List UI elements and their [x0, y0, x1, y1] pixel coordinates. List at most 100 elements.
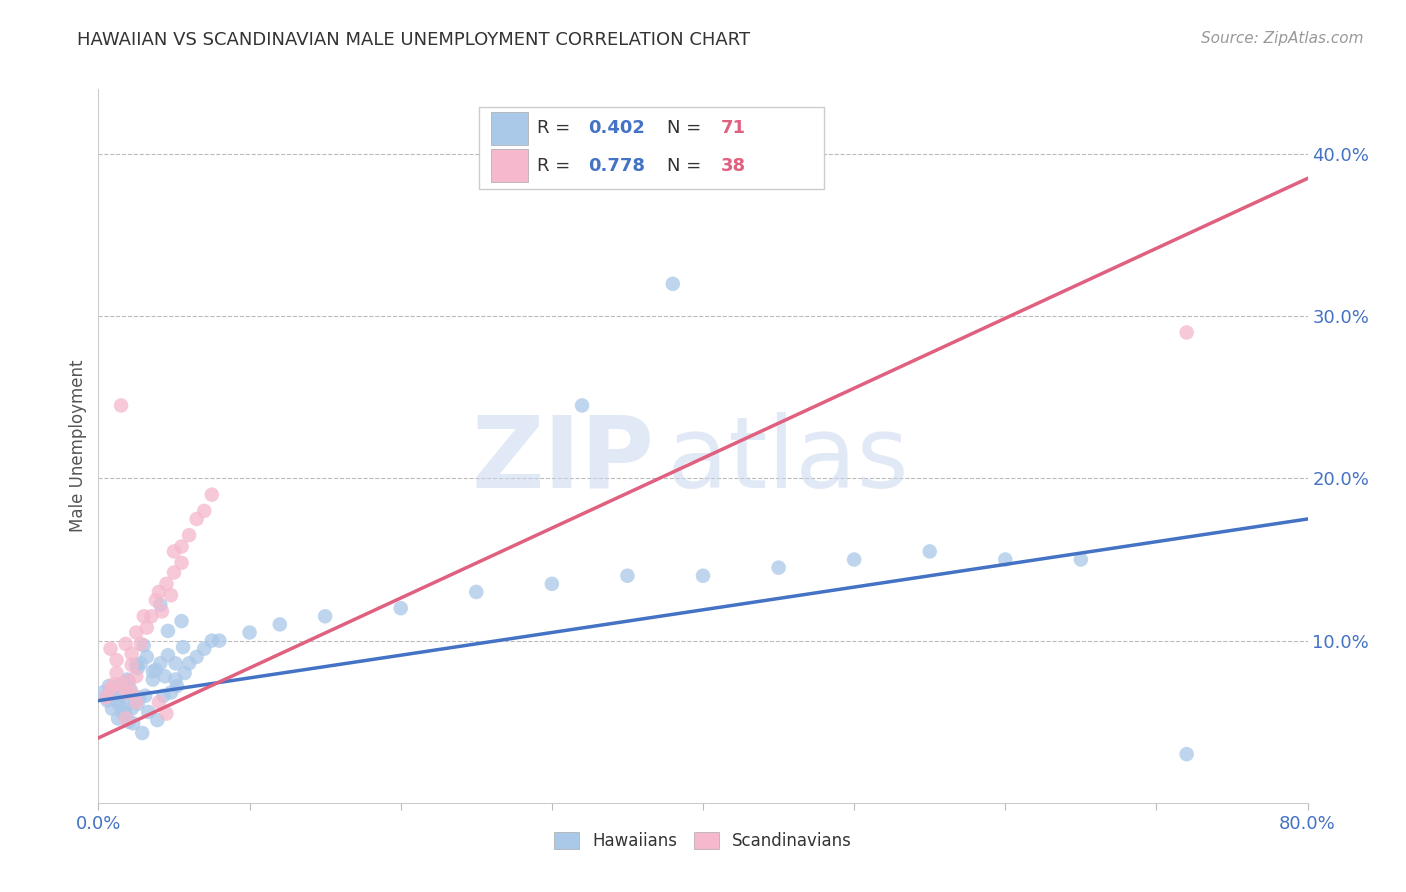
Point [108, 698, 131, 713]
Point [193, 504, 215, 518]
Point [104, 681, 127, 695]
Text: 0.778: 0.778 [588, 157, 645, 175]
Point [131, 726, 153, 740]
Point [100, 682, 122, 697]
Point [172, 640, 194, 654]
Point [142, 673, 165, 687]
Point [94, 690, 117, 705]
Point [135, 649, 157, 664]
Point [94, 690, 117, 705]
Point [127, 697, 149, 711]
Point [146, 713, 169, 727]
Text: N =: N = [666, 120, 707, 137]
Point [124, 693, 146, 707]
Point [540, 577, 562, 591]
Point [201, 633, 224, 648]
Point [148, 585, 170, 599]
Point [121, 685, 143, 699]
Text: 38: 38 [721, 157, 747, 175]
Point [163, 544, 186, 558]
Point [107, 711, 129, 725]
Point [110, 399, 132, 413]
Point [135, 621, 157, 635]
Point [145, 593, 167, 607]
Y-axis label: Male Unemployment: Male Unemployment [69, 359, 87, 533]
Point [132, 609, 155, 624]
Point [314, 609, 336, 624]
Point [105, 666, 128, 681]
Point [170, 540, 193, 554]
Point [170, 556, 193, 570]
Point [100, 641, 122, 656]
Text: Source: ZipAtlas.com: Source: ZipAtlas.com [1201, 31, 1364, 46]
Point [114, 711, 136, 725]
Bar [492, 112, 527, 145]
Point [160, 685, 183, 699]
Point [121, 702, 143, 716]
Point [121, 647, 143, 661]
Point [125, 695, 148, 709]
Point [114, 637, 136, 651]
Point [152, 689, 174, 703]
Point [186, 512, 208, 526]
Point [170, 614, 193, 628]
Point [165, 657, 187, 671]
Bar [492, 150, 527, 182]
Text: atlas: atlas [666, 412, 908, 508]
Point [136, 705, 159, 719]
Point [160, 588, 183, 602]
Point [91, 685, 114, 699]
Point [125, 657, 148, 672]
Point [149, 598, 172, 612]
Point [166, 679, 188, 693]
Point [101, 702, 124, 716]
Point [193, 641, 215, 656]
Point [918, 544, 941, 558]
Point [114, 698, 136, 713]
Point [844, 552, 866, 566]
Point [156, 648, 179, 663]
Point [269, 617, 291, 632]
Point [118, 674, 141, 689]
Point [994, 552, 1017, 566]
FancyBboxPatch shape [479, 107, 824, 189]
Text: ZIP: ZIP [472, 412, 655, 508]
Point [173, 666, 195, 681]
Point [114, 706, 136, 721]
Text: HAWAIIAN VS SCANDINAVIAN MALE UNEMPLOYMENT CORRELATION CHART: HAWAIIAN VS SCANDINAVIAN MALE UNEMPLOYME… [77, 31, 751, 49]
Point [125, 669, 148, 683]
Point [389, 601, 412, 615]
Point [661, 277, 683, 291]
Point [145, 663, 167, 677]
Point [127, 661, 149, 675]
Point [163, 566, 186, 580]
Point [122, 716, 145, 731]
Point [179, 528, 201, 542]
Point [1175, 326, 1198, 340]
Point [118, 714, 141, 729]
Point [186, 649, 208, 664]
Point [208, 633, 231, 648]
Point [110, 677, 132, 691]
Point [155, 577, 177, 591]
Point [156, 624, 179, 638]
Point [692, 568, 714, 582]
Point [115, 673, 138, 687]
Text: R =: R = [537, 157, 576, 175]
Point [201, 488, 224, 502]
Point [128, 690, 150, 705]
Legend: Hawaiians, Scandinavians: Hawaiians, Scandinavians [546, 824, 860, 859]
Point [121, 657, 143, 672]
Point [114, 685, 136, 699]
Point [768, 560, 790, 574]
Point [239, 625, 262, 640]
Point [103, 689, 125, 703]
Point [96, 693, 118, 707]
Point [98, 679, 121, 693]
Point [148, 695, 170, 709]
Point [149, 657, 172, 671]
Point [141, 609, 163, 624]
Point [155, 706, 177, 721]
Point [111, 706, 134, 721]
Point [179, 657, 201, 671]
